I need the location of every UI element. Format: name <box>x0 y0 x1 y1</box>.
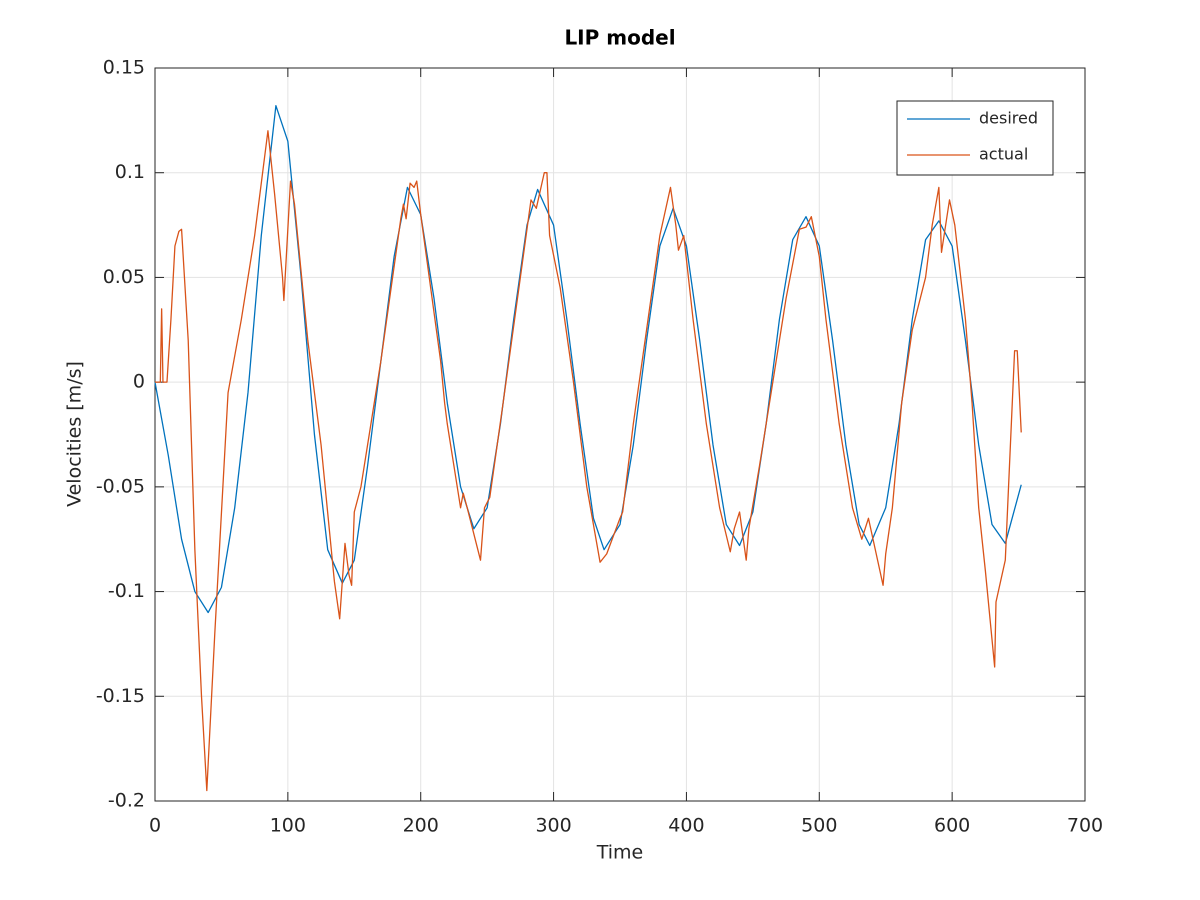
x-tick-label: 600 <box>934 815 970 837</box>
x-tick-label: 300 <box>535 815 571 837</box>
x-tick-label: 500 <box>801 815 837 837</box>
x-tick-label: 200 <box>403 815 439 837</box>
x-axis-label: Time <box>596 842 644 864</box>
y-tick-label: -0.1 <box>108 580 145 602</box>
series-line <box>155 130 1022 792</box>
y-tick-label: 0.1 <box>115 161 145 183</box>
chart-title: LIP model <box>564 26 675 50</box>
plot-frame <box>154 67 1086 802</box>
y-axis-label: Velocities [m/s] <box>64 361 86 507</box>
legend-label: actual <box>979 145 1028 164</box>
legend-box <box>896 100 1054 176</box>
y-tick-label: -0.15 <box>96 685 145 707</box>
y-tick-label: -0.2 <box>108 790 145 812</box>
x-tick-label: 0 <box>149 815 161 837</box>
x-tick-label: 700 <box>1067 815 1103 837</box>
x-tick-label: 400 <box>668 815 704 837</box>
legend-label: desired <box>979 109 1038 128</box>
y-tick-label: 0 <box>133 371 145 393</box>
y-tick-label: -0.05 <box>96 475 145 497</box>
y-tick-label: 0.05 <box>103 266 145 288</box>
y-tick-label: 0.15 <box>103 57 145 79</box>
x-tick-label: 100 <box>270 815 306 837</box>
